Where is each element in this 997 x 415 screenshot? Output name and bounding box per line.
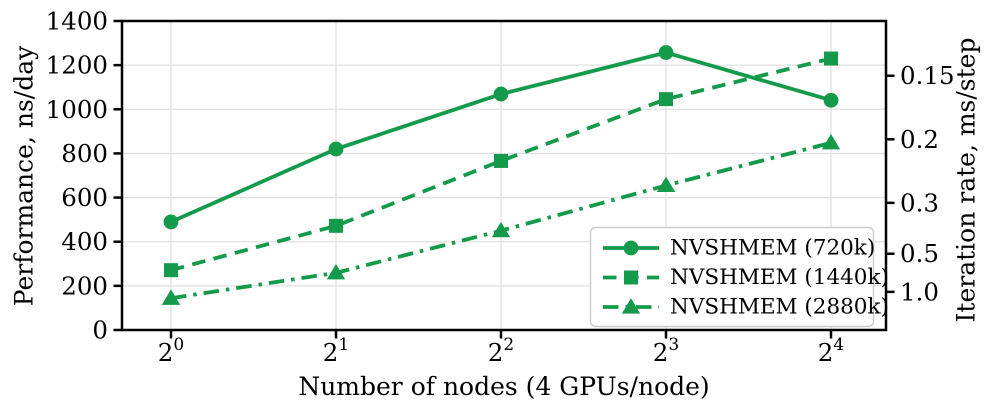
x-tick-label: 20 [158, 335, 184, 367]
axis-tick-labels: 0 200 400 600 800 1000 1200 1400 0.15 0.2 0.3 0.5 1.… [46, 7, 955, 368]
series-triangle [161, 134, 841, 305]
right-tick-label: 0.15 [900, 61, 955, 90]
legend-item: NVSHMEM (720k) [603, 236, 875, 261]
left-tick-label: 200 [61, 271, 108, 300]
left-tick-label: 400 [61, 227, 108, 256]
right-y-axis-label: Iteration rate, ms/step [951, 37, 981, 323]
left-y-axis-label: Performance, ns/day [9, 45, 39, 307]
x-tick-label: 21 [323, 335, 349, 367]
x-tick-label: 23 [653, 335, 679, 367]
triangle-marker-icon [161, 134, 841, 305]
legend-box [589, 226, 875, 328]
legend-label: NVSHMEM (2880k) [670, 295, 889, 320]
legend: NVSHMEM (720k) NVSHMEM (1440k) NVSHMEM (28… [589, 226, 889, 328]
plot-border [120, 19, 888, 332]
x-tick-label: 24 [818, 335, 844, 367]
series-circle [163, 45, 839, 230]
square-legend-marker-icon [624, 270, 638, 285]
circle-legend-marker-icon [623, 240, 639, 256]
x-axis-label: Number of nodes (4 GPUs/node) [298, 372, 710, 401]
left-tick-label: 1200 [46, 51, 108, 80]
left-tick-label: 800 [61, 139, 108, 168]
left-tick-label: 1400 [46, 7, 108, 36]
legend-label: NVSHMEM (1440k) [670, 265, 889, 290]
right-tick-label: 0.5 [900, 239, 939, 268]
left-tick-label: 600 [61, 183, 108, 212]
right-tick-label: 0.3 [900, 188, 939, 217]
legend-item: NVSHMEM (1440k) [603, 265, 889, 290]
triangle-legend-marker-icon [621, 298, 641, 314]
left-tick-label: 1000 [46, 95, 108, 124]
x-tick-label: 22 [488, 335, 514, 367]
right-tick-label: 0.2 [900, 125, 939, 154]
circle-marker-icon [163, 45, 839, 230]
legend-label: NVSHMEM (720k) [670, 236, 875, 261]
axis-ticks [113, 19, 895, 339]
series-square [164, 51, 838, 278]
right-tick-label: 1.0 [900, 277, 939, 306]
square-marker-icon [164, 51, 838, 278]
legend-item: NVSHMEM (2880k) [603, 295, 889, 320]
left-tick-label: 0 [92, 316, 108, 345]
